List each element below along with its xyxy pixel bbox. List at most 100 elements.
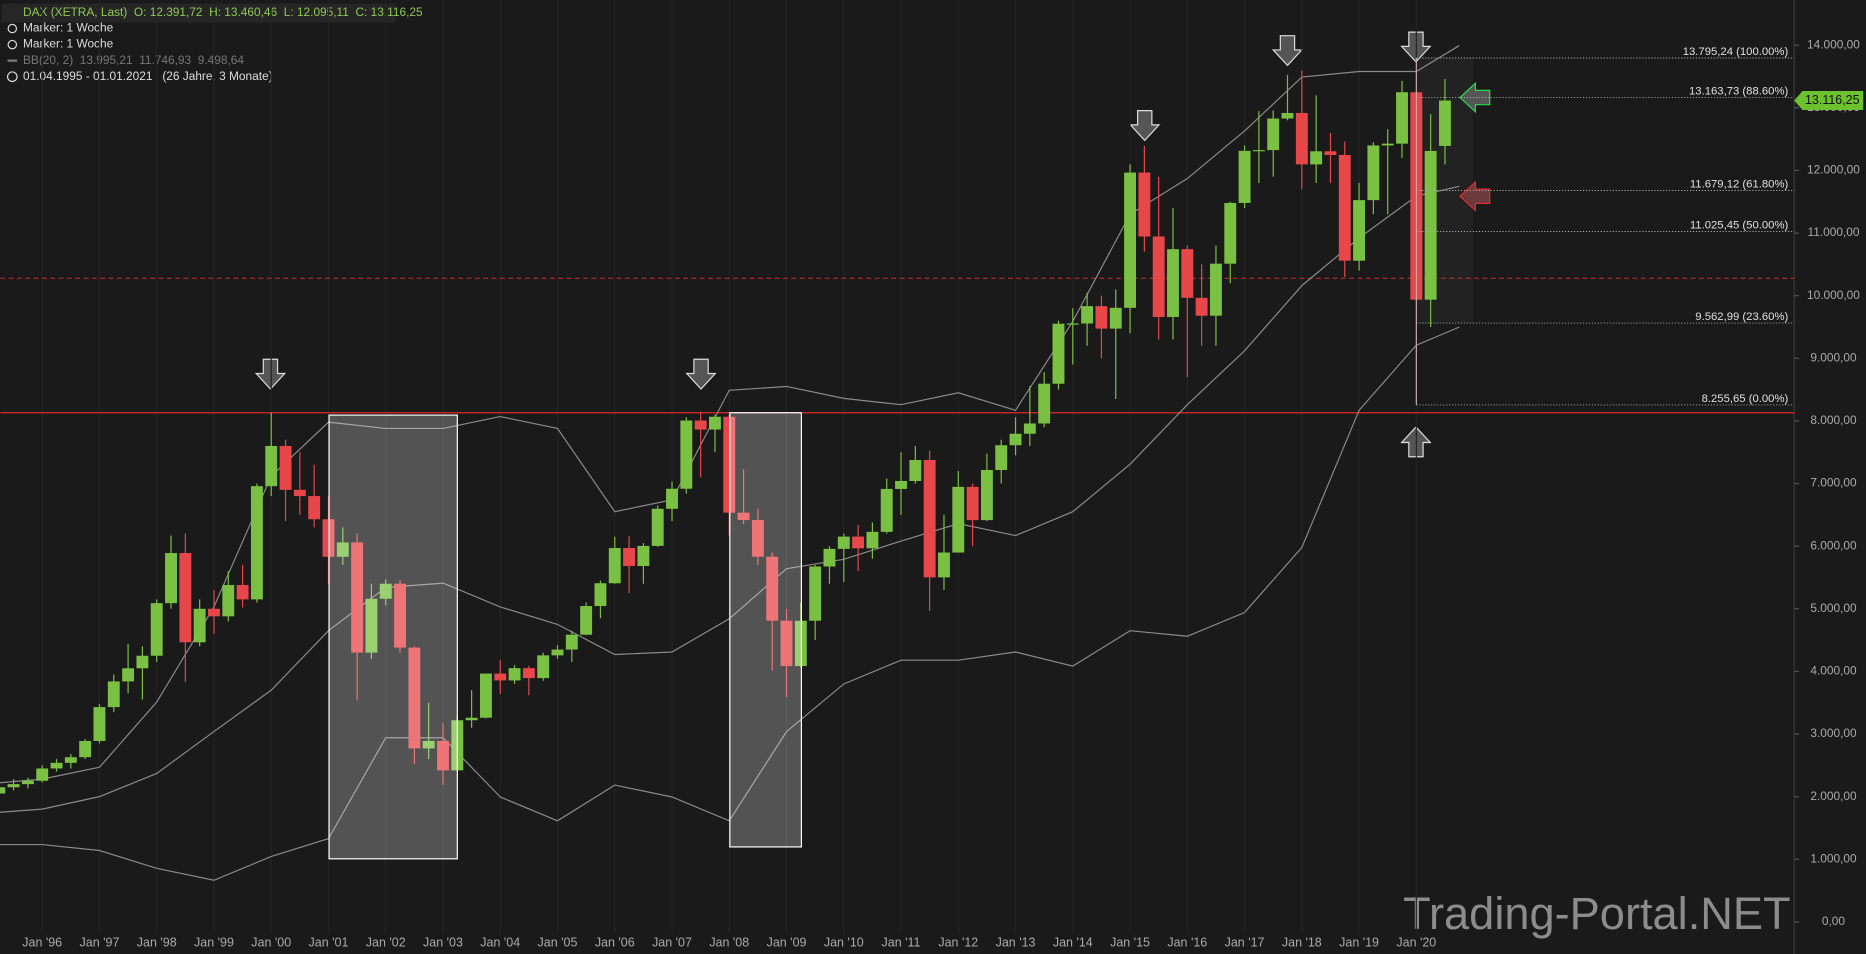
candle-body (136, 655, 149, 669)
fib-label: 8.255,65 (0.00%) (1702, 393, 1789, 405)
candle-body (193, 608, 206, 643)
candle-body (508, 668, 521, 681)
x-tick-label: Jan '20 (1396, 936, 1436, 950)
x-tick-label: Jan '15 (1110, 936, 1150, 950)
candle-body (1224, 202, 1237, 264)
candle-body (308, 496, 321, 520)
y-tick-label: 2.000,00 (1810, 789, 1857, 803)
x-tick-label: Jan '07 (652, 936, 692, 950)
info-range: 01.04.1995 - 01.01.2021 (26 Jahre, 3 Mon… (23, 69, 273, 83)
candle-body (1052, 323, 1065, 384)
fib-label: 13.163,73 (88.60%) (1689, 86, 1788, 98)
down-arrow (685, 358, 717, 390)
candle-body (608, 548, 621, 584)
candle-body (1295, 112, 1308, 165)
red-left-arrow (1459, 180, 1491, 212)
candle-body (279, 445, 292, 490)
x-tick-label: Jan '02 (366, 936, 406, 950)
candle-body (1310, 151, 1323, 165)
candle-body (751, 519, 764, 557)
candle-body (379, 583, 392, 599)
last-price-label: 13.116,25 (1805, 93, 1860, 107)
candle-body (479, 673, 492, 718)
green-left-arrow (1459, 81, 1491, 114)
y-tick-label: 10.000,00 (1807, 288, 1860, 302)
candle-body (995, 445, 1008, 471)
candle-body (537, 655, 550, 679)
candle-body (265, 445, 278, 487)
x-tick-label: Jan '08 (709, 936, 749, 950)
candle-body (623, 548, 636, 567)
x-tick-label: Jan '19 (1339, 936, 1379, 950)
bollinger-upper (0, 45, 1460, 784)
x-tick-label: Jan '09 (767, 936, 807, 950)
candle-body (36, 768, 49, 781)
candle-body (222, 584, 235, 617)
candle-body (1281, 112, 1294, 119)
y-tick-label: 7.000,00 (1810, 476, 1857, 490)
candle-body (122, 668, 135, 682)
x-tick-label: Jan '05 (538, 936, 578, 950)
candle-body (93, 707, 106, 741)
candle-body (694, 420, 707, 430)
candle-body (494, 673, 507, 681)
x-tick-label: Jan '10 (824, 936, 864, 950)
highlight-box (729, 412, 803, 848)
candle-body (293, 489, 306, 497)
candle-body (79, 740, 92, 758)
candle-body (1109, 307, 1122, 329)
x-tick-label: Jan '13 (996, 936, 1036, 950)
candle-body (1367, 145, 1380, 201)
candle-body (250, 486, 263, 600)
clock-icon (6, 71, 18, 83)
candle-body (1424, 150, 1437, 300)
y-tick-label: 1.000,00 (1810, 851, 1857, 865)
x-tick-label: Jan '00 (251, 936, 291, 950)
candle-body (365, 598, 378, 653)
candle-body (165, 553, 177, 604)
candle-body (465, 717, 478, 721)
candle-body (50, 762, 63, 769)
candle-body (637, 545, 650, 567)
candle-body (823, 548, 836, 567)
x-tick-label: Jan '96 (22, 936, 62, 950)
candle-body (938, 552, 950, 578)
candle-body (766, 556, 779, 621)
candle-body (1124, 172, 1137, 308)
candle-body (1023, 423, 1036, 434)
arrows (254, 31, 1491, 458)
candle-body (551, 649, 564, 656)
x-tick-label: Jan '12 (938, 936, 978, 950)
candle-body (1195, 297, 1208, 316)
candle-body (236, 584, 249, 600)
candle-body (866, 531, 879, 549)
candle-body (1353, 200, 1366, 261)
candle-body (709, 416, 721, 430)
candle-body (1066, 323, 1079, 325)
y-tick-label: 5.000,00 (1810, 601, 1857, 615)
candle-body (909, 459, 922, 481)
candle-body (966, 486, 979, 521)
highlight-box (328, 414, 458, 860)
watermark: Trading-Portal.NET (1403, 888, 1791, 939)
y-tick-label: 4.000,00 (1810, 664, 1857, 678)
fib-label: 13.795,24 (100.00%) (1683, 46, 1789, 58)
candle-body (208, 608, 220, 617)
candle-body (1152, 236, 1165, 317)
candle-body (651, 508, 664, 546)
marker-icon (7, 23, 18, 34)
candle-body (1338, 154, 1351, 261)
candle-body (64, 757, 77, 763)
candle-body (351, 542, 364, 653)
down-arrow (1129, 110, 1161, 142)
candle-body (1439, 100, 1451, 146)
candle-body (837, 536, 850, 549)
marker-icon (7, 39, 18, 50)
fib-label: 9.562,99 (23.60%) (1695, 311, 1788, 323)
candle-body (336, 542, 349, 557)
x-tick-label: Jan '18 (1282, 936, 1322, 950)
candle-body (737, 512, 750, 520)
candle-body (1381, 143, 1394, 146)
candle-body (1167, 249, 1179, 317)
